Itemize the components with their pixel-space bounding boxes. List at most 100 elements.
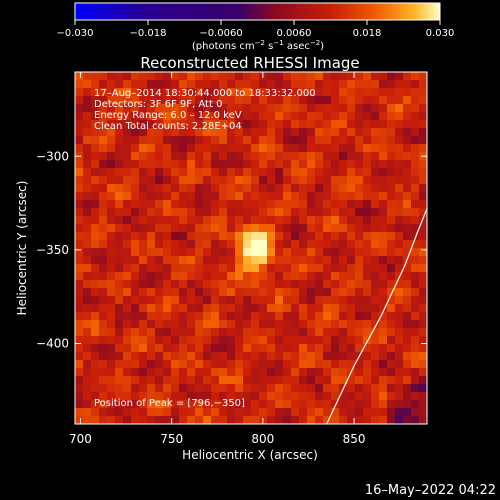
heatmap-cell [211, 240, 220, 249]
heatmap-cell [323, 400, 332, 409]
heatmap-cell [371, 224, 380, 233]
heatmap-cell [243, 288, 252, 297]
heatmap-cell [267, 96, 276, 105]
heatmap-cell [235, 168, 244, 177]
heatmap-cell [227, 104, 236, 113]
heatmap-cell [379, 352, 388, 361]
heatmap-cell [131, 144, 140, 153]
heatmap-cell [171, 400, 180, 409]
heatmap-cell [347, 248, 356, 257]
heatmap-cell [203, 296, 212, 305]
heatmap-cell [259, 160, 268, 169]
heatmap-cell [347, 352, 356, 361]
heatmap-cell [275, 112, 284, 121]
heatmap-cell [155, 376, 164, 385]
heatmap-cell [91, 352, 100, 361]
heatmap-cell [115, 272, 124, 281]
heatmap-cell [299, 328, 308, 337]
heatmap-cell [155, 392, 164, 401]
heatmap-cell [411, 272, 420, 281]
heatmap-cell [387, 336, 396, 345]
heatmap-cell [123, 120, 132, 129]
heatmap-cell [187, 120, 196, 129]
heatmap-cell [259, 328, 268, 337]
heatmap-cell [75, 336, 84, 345]
heatmap-cell [395, 384, 404, 393]
heatmap-cell [259, 152, 268, 161]
heatmap-cell [323, 176, 332, 185]
heatmap-cell [403, 88, 412, 97]
heatmap-cell [131, 136, 140, 145]
heatmap-cell [195, 312, 204, 321]
heatmap-cell [291, 128, 300, 137]
heatmap-cell [187, 344, 196, 353]
heatmap-cell [235, 144, 244, 153]
heatmap-cell [419, 328, 427, 337]
heatmap-cell [331, 288, 340, 297]
heatmap-cell [363, 176, 372, 185]
heatmap-cell [107, 296, 116, 305]
heatmap-cell [347, 408, 356, 417]
heatmap-cell [179, 288, 188, 297]
heatmap-cell [243, 368, 252, 377]
heatmap-cell [251, 104, 260, 113]
heatmap-cell [131, 120, 140, 129]
heatmap-cell [291, 176, 300, 185]
heatmap-cell [179, 360, 188, 369]
heatmap-cell [299, 184, 308, 193]
heatmap-cell [75, 352, 84, 361]
heatmap-cell [83, 232, 92, 241]
heatmap-cell [283, 352, 292, 361]
heatmap-cell [331, 312, 340, 321]
heatmap-cell [227, 192, 236, 201]
heatmap-cell [179, 328, 188, 337]
heatmap-cell [147, 352, 156, 361]
heatmap-cell [195, 336, 204, 345]
heatmap-cell [267, 264, 276, 273]
heatmap-cell [203, 168, 212, 177]
heatmap-cell [395, 288, 404, 297]
heatmap-cell [211, 192, 220, 201]
heatmap-cell [75, 176, 84, 185]
heatmap-cell [115, 120, 124, 129]
heatmap-cell [107, 352, 116, 361]
heatmap-cell [75, 192, 84, 201]
heatmap-cell [75, 392, 84, 401]
heatmap-cell [299, 72, 308, 81]
heatmap-cell [419, 176, 427, 185]
heatmap-cell [291, 216, 300, 225]
heatmap-cell [347, 216, 356, 225]
heatmap-cell [107, 344, 116, 353]
heatmap-cell [379, 248, 388, 257]
heatmap-cell [83, 256, 92, 265]
colorbar-unit-label: (photons cm−2 s−1 asec−2) [192, 39, 324, 52]
heatmap-cell [347, 176, 356, 185]
heatmap-cell [379, 152, 388, 161]
heatmap-cell [379, 264, 388, 273]
heatmap-cell [323, 96, 332, 105]
heatmap-cell [219, 336, 228, 345]
heatmap-cell [75, 128, 84, 137]
heatmap-cell [83, 280, 92, 289]
heatmap-cell [387, 248, 396, 257]
heatmap-cell [107, 328, 116, 337]
heatmap-cell [195, 360, 204, 369]
heatmap-cell [259, 288, 268, 297]
heatmap-cell [339, 72, 348, 81]
heatmap-cell [83, 408, 92, 417]
heatmap-cell [387, 200, 396, 209]
heatmap-cell [379, 200, 388, 209]
heatmap-cell [131, 96, 140, 105]
heatmap-cell [259, 112, 268, 121]
heatmap-cell [283, 240, 292, 249]
heatmap-cell [155, 368, 164, 377]
heatmap-cell [419, 296, 427, 305]
heatmap-cell [371, 88, 380, 97]
heatmap-cell [131, 400, 140, 409]
heatmap-cell [131, 280, 140, 289]
heatmap-cell [403, 328, 412, 337]
heatmap-cell [347, 240, 356, 249]
heatmap-cell [155, 312, 164, 321]
heatmap-cell [163, 288, 172, 297]
heatmap-cell [323, 112, 332, 121]
